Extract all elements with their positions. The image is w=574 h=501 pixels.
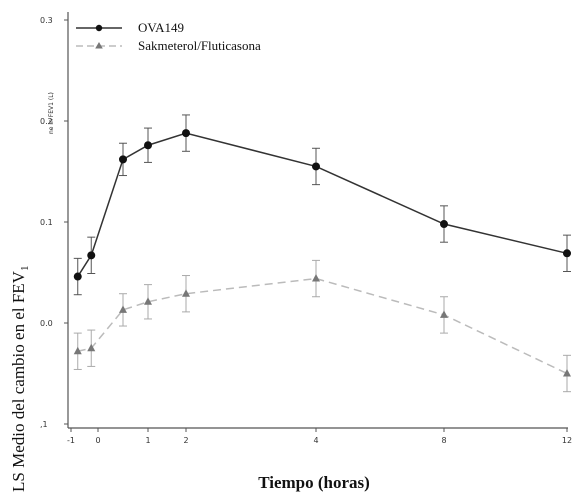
data-point [440, 220, 448, 229]
data-point [563, 369, 571, 377]
x-tick-label: 4 [313, 436, 318, 445]
legend-marker-sakmeterol [95, 42, 103, 49]
data-point [144, 141, 152, 150]
y-axis-label: LS Medio del cambio en el FEV1 [9, 266, 31, 492]
data-point [119, 155, 127, 164]
y-tick-label: 0.3 [40, 16, 53, 25]
legend-label-sakmeterol: Sakmeterol/Fluticasona [138, 38, 261, 53]
y-tick-label: ,1 [40, 420, 48, 429]
data-point [440, 310, 448, 318]
legend-marker-ova149 [95, 24, 103, 32]
y-tick-label: 0.1 [40, 218, 53, 227]
y-tick-label: 0.2 [40, 117, 53, 126]
series-line [77, 277, 568, 375]
x-tick-label: 12 [562, 436, 572, 445]
legend-label-ova149: OVA149 [138, 20, 184, 35]
data-point [144, 297, 152, 305]
ticks: ,10.00.10.20.3-1 0 1 2 4 8 12 [40, 16, 572, 445]
data-point [87, 251, 96, 260]
data-point [182, 129, 190, 138]
legend-item-sakmeterol: Sakmeterol/Fluticasona [76, 38, 261, 53]
x-axis-label: Tiempo (horas) [258, 473, 370, 492]
x-tick-label: 2 [183, 436, 188, 445]
y-axis-label-text: LS Medio del cambio en el FEV [9, 270, 28, 492]
data-point [312, 162, 320, 171]
x-tick-label: 1 [145, 436, 150, 445]
x-tick-label: -1 [67, 436, 75, 445]
data-point [87, 343, 96, 352]
legend: OVA149 Sakmeterol/Fluticasona [76, 20, 261, 53]
y-axis-label-subscript: 1 [19, 266, 31, 272]
axes [67, 12, 568, 429]
data-point [312, 274, 320, 282]
series-layer [73, 114, 571, 393]
x-tick-label: 8 [441, 436, 446, 445]
data-point [182, 289, 190, 297]
series-line [77, 132, 568, 277]
x-tick-label: 0 [95, 436, 100, 445]
data-point [563, 249, 571, 258]
series-1 [73, 259, 571, 393]
secondary-y-label: ne in FEV1 (L) [48, 92, 55, 134]
data-point [73, 346, 82, 355]
series-0 [73, 114, 571, 296]
y-tick-label: 0.0 [40, 319, 53, 328]
data-point [73, 272, 82, 281]
legend-item-ova149: OVA149 [76, 20, 184, 35]
data-point [119, 305, 127, 313]
